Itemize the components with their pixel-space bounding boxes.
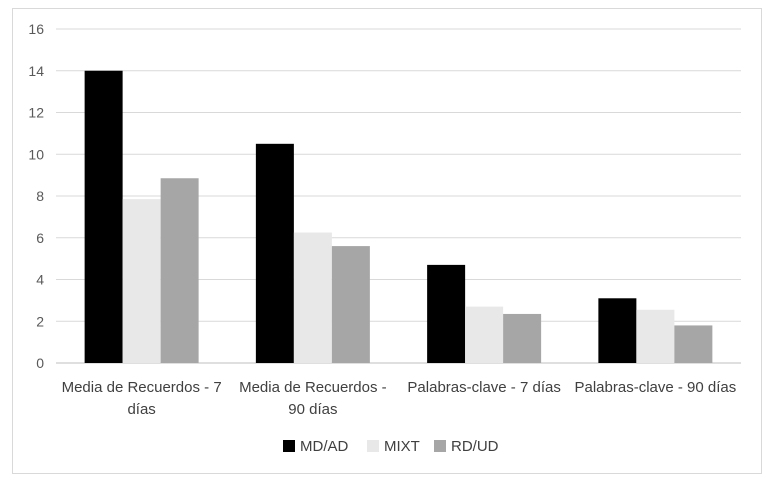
legend-swatch [434, 440, 446, 452]
legend-swatch [367, 440, 379, 452]
bar-md-ad [84, 70, 123, 363]
bar-mixt [636, 309, 675, 363]
bar-rd-ud [503, 313, 542, 363]
bar-md-ad [255, 143, 294, 363]
y-axis-ticks: 0 2 4 6 8 10 12 14 16 [28, 21, 44, 371]
legend-label: RD/UD [451, 438, 499, 455]
y-tick-label: 0 [36, 355, 44, 371]
bar-md-ad [427, 264, 466, 363]
y-tick-label: 6 [36, 230, 44, 246]
x-axis-labels: Media de Recuerdos - 7 días Media de Recue… [62, 379, 737, 418]
legend: MD/AD MIXT RD/UD [283, 438, 499, 455]
x-category-label: Media de Recuerdos - 7 [62, 379, 222, 396]
bar-md-ad [598, 298, 637, 363]
y-tick-label: 2 [36, 313, 44, 329]
bar-rd-ud [160, 178, 199, 363]
x-category-label: Palabras-clave - 90 días [575, 379, 737, 396]
bar-mixt [465, 306, 504, 363]
x-category-label: Media de Recuerdos - [239, 379, 387, 396]
legend-label: MD/AD [300, 438, 349, 455]
x-category-label: días [127, 401, 155, 418]
legend-label: MIXT [384, 438, 420, 455]
x-category-label: 90 días [288, 401, 337, 418]
y-tick-label: 12 [28, 105, 44, 121]
bar-rd-ud [331, 246, 370, 363]
y-tick-label: 14 [28, 63, 44, 79]
bar-mixt [293, 232, 332, 363]
bars [84, 70, 713, 363]
y-tick-label: 4 [36, 272, 44, 288]
legend-swatch [283, 440, 295, 452]
bar-mixt [122, 199, 161, 363]
x-category-label: Palabras-clave - 7 días [407, 379, 560, 396]
bar-rd-ud [674, 325, 713, 363]
y-tick-label: 10 [28, 146, 44, 162]
y-tick-label: 16 [28, 21, 44, 37]
y-tick-label: 8 [36, 188, 44, 204]
